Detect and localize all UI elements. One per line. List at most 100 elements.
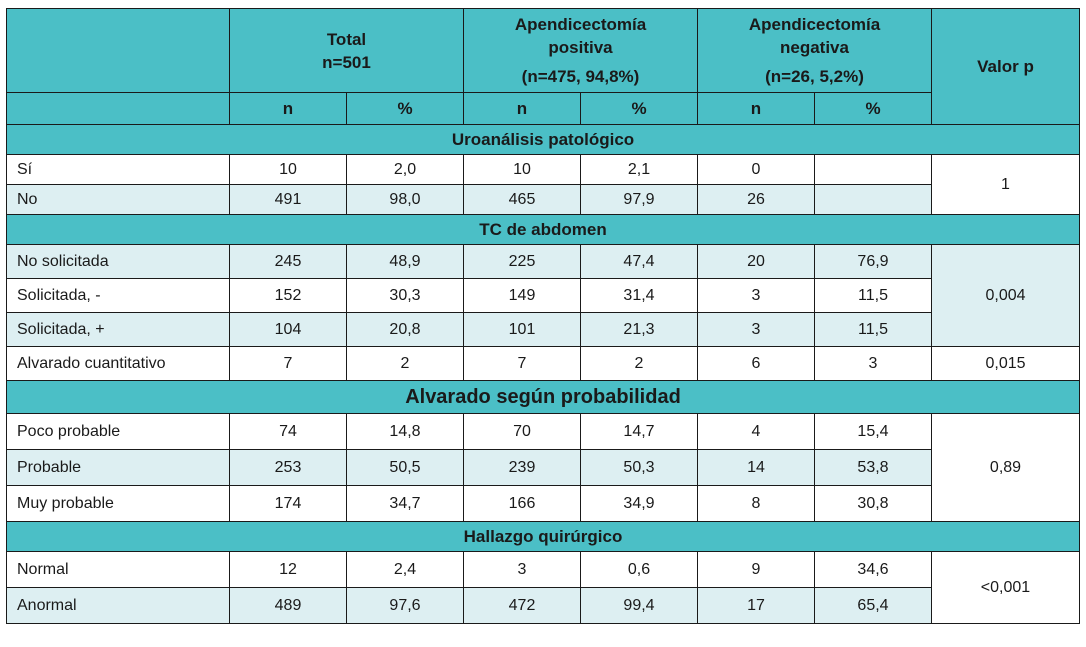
table-row: Sí 10 2,0 10 2,1 0 1 — [6, 154, 1080, 215]
cell: 65,4 — [814, 587, 932, 624]
table-row: No solicitada 245 48,9 225 47,4 20 76,9 … — [6, 244, 1080, 347]
cell: 70 — [463, 413, 581, 450]
cell: 50,3 — [580, 449, 698, 486]
cell: 3 — [697, 312, 815, 347]
cell: 14 — [697, 449, 815, 486]
cell: 14,8 — [346, 413, 464, 450]
row-label: Sí — [6, 154, 230, 185]
header-corner-sub — [6, 92, 230, 125]
cell: 30,3 — [346, 278, 464, 313]
header-corner — [6, 8, 230, 93]
sub-pct: % — [346, 92, 464, 125]
table-row: Alvarado cuantitativo 7 2 7 2 6 3 0,015 — [6, 346, 1080, 381]
cell: 47,4 — [580, 244, 698, 279]
cell: 11,5 — [814, 312, 932, 347]
cell: 239 — [463, 449, 581, 486]
cell: 166 — [463, 485, 581, 522]
row-label: Solicitada, + — [6, 312, 230, 347]
cell: 53,8 — [814, 449, 932, 486]
sub-n: n — [697, 92, 815, 125]
cell: 99,4 — [580, 587, 698, 624]
cell: 6 — [697, 346, 815, 381]
table-row: Poco probable 74 14,8 70 14,7 4 15,4 0,8… — [6, 413, 1080, 522]
cell: 34,7 — [346, 485, 464, 522]
cell: 10 — [463, 154, 581, 185]
results-table: Total n=501 Apendicectomía positiva (n=4… — [6, 8, 1080, 624]
cell: 104 — [229, 312, 347, 347]
cell: 20,8 — [346, 312, 464, 347]
cell: 97,6 — [346, 587, 464, 624]
cell: 12 — [229, 551, 347, 588]
header-negative: Apendicectomía negativa (n=26, 5,2%) — [697, 8, 932, 93]
cell: 2 — [580, 346, 698, 381]
cell: 97,9 — [580, 184, 698, 215]
cell: 491 — [229, 184, 347, 215]
cell: 2,1 — [580, 154, 698, 185]
header-positive: Apendicectomía positiva (n=475, 94,8%) — [463, 8, 698, 93]
cell: 10 — [229, 154, 347, 185]
cell — [814, 184, 932, 215]
cell: 21,3 — [580, 312, 698, 347]
sub-n: n — [463, 92, 581, 125]
cell: 8 — [697, 485, 815, 522]
cell: 152 — [229, 278, 347, 313]
cell: 2 — [346, 346, 464, 381]
sub-pct: % — [580, 92, 698, 125]
pvalue-alvarado-cuantitativo: 0,015 — [931, 346, 1080, 381]
cell: 4 — [697, 413, 815, 450]
cell: 465 — [463, 184, 581, 215]
cell: 174 — [229, 485, 347, 522]
row-label: No solicitada — [6, 244, 230, 279]
cell: 7 — [463, 346, 581, 381]
cell: 34,6 — [814, 551, 932, 588]
table-row: Probable 253 50,5 239 50,3 14 53,8 — [6, 449, 1080, 486]
cell: 74 — [229, 413, 347, 450]
pvalue-tc: 0,004 — [931, 244, 1080, 347]
cell: 245 — [229, 244, 347, 279]
table-row: Muy probable 174 34,7 166 34,9 8 30,8 — [6, 485, 1080, 522]
cell: 20 — [697, 244, 815, 279]
cell: 11,5 — [814, 278, 932, 313]
cell: 3 — [697, 278, 815, 313]
cell: 2,0 — [346, 154, 464, 185]
header-total: Total n=501 — [229, 8, 464, 93]
cell: 472 — [463, 587, 581, 624]
cell: 31,4 — [580, 278, 698, 313]
row-label: Anormal — [6, 587, 230, 624]
cell: 98,0 — [346, 184, 464, 215]
pvalue-uro: 1 — [931, 154, 1080, 215]
row-label: No — [6, 184, 230, 215]
cell: 149 — [463, 278, 581, 313]
table-row: No 491 98,0 465 97,9 26 — [6, 184, 1080, 215]
header-pvalue: Valor p — [931, 8, 1080, 125]
cell: 9 — [697, 551, 815, 588]
sub-pct: % — [814, 92, 932, 125]
cell: 34,9 — [580, 485, 698, 522]
row-label: Poco probable — [6, 413, 230, 450]
cell: 48,9 — [346, 244, 464, 279]
row-label: Normal — [6, 551, 230, 588]
section-hallazgo: Hallazgo quirúrgico — [6, 521, 1080, 552]
cell: 253 — [229, 449, 347, 486]
cell — [814, 154, 932, 185]
cell: 3 — [814, 346, 932, 381]
cell: 15,4 — [814, 413, 932, 450]
cell: 0 — [697, 154, 815, 185]
cell: 489 — [229, 587, 347, 624]
cell: 26 — [697, 184, 815, 215]
pvalue-alvarado: 0,89 — [931, 413, 1080, 522]
table-row: Solicitada, - 152 30,3 149 31,4 3 11,5 — [6, 278, 1080, 313]
cell: 76,9 — [814, 244, 932, 279]
table-row: Anormal 489 97,6 472 99,4 17 65,4 — [6, 587, 1080, 624]
row-label: Alvarado cuantitativo — [6, 346, 230, 381]
cell: 17 — [697, 587, 815, 624]
table-row: Normal 12 2,4 3 0,6 9 34,6 <0,001 — [6, 551, 1080, 624]
row-label: Muy probable — [6, 485, 230, 522]
pvalue-hallazgo: <0,001 — [931, 551, 1080, 624]
cell: 14,7 — [580, 413, 698, 450]
cell: 2,4 — [346, 551, 464, 588]
section-tc: TC de abdomen — [6, 214, 1080, 245]
cell: 7 — [229, 346, 347, 381]
cell: 101 — [463, 312, 581, 347]
row-label: Probable — [6, 449, 230, 486]
